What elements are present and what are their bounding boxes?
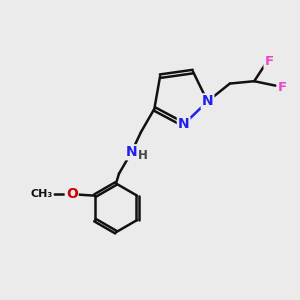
Text: F: F bbox=[278, 81, 287, 94]
Text: F: F bbox=[265, 55, 274, 68]
Text: CH₃: CH₃ bbox=[31, 189, 53, 199]
Text: N: N bbox=[126, 145, 137, 159]
Text: N: N bbox=[202, 94, 213, 108]
Text: N: N bbox=[178, 118, 190, 131]
Text: O: O bbox=[66, 187, 78, 201]
Text: H: H bbox=[138, 149, 148, 162]
